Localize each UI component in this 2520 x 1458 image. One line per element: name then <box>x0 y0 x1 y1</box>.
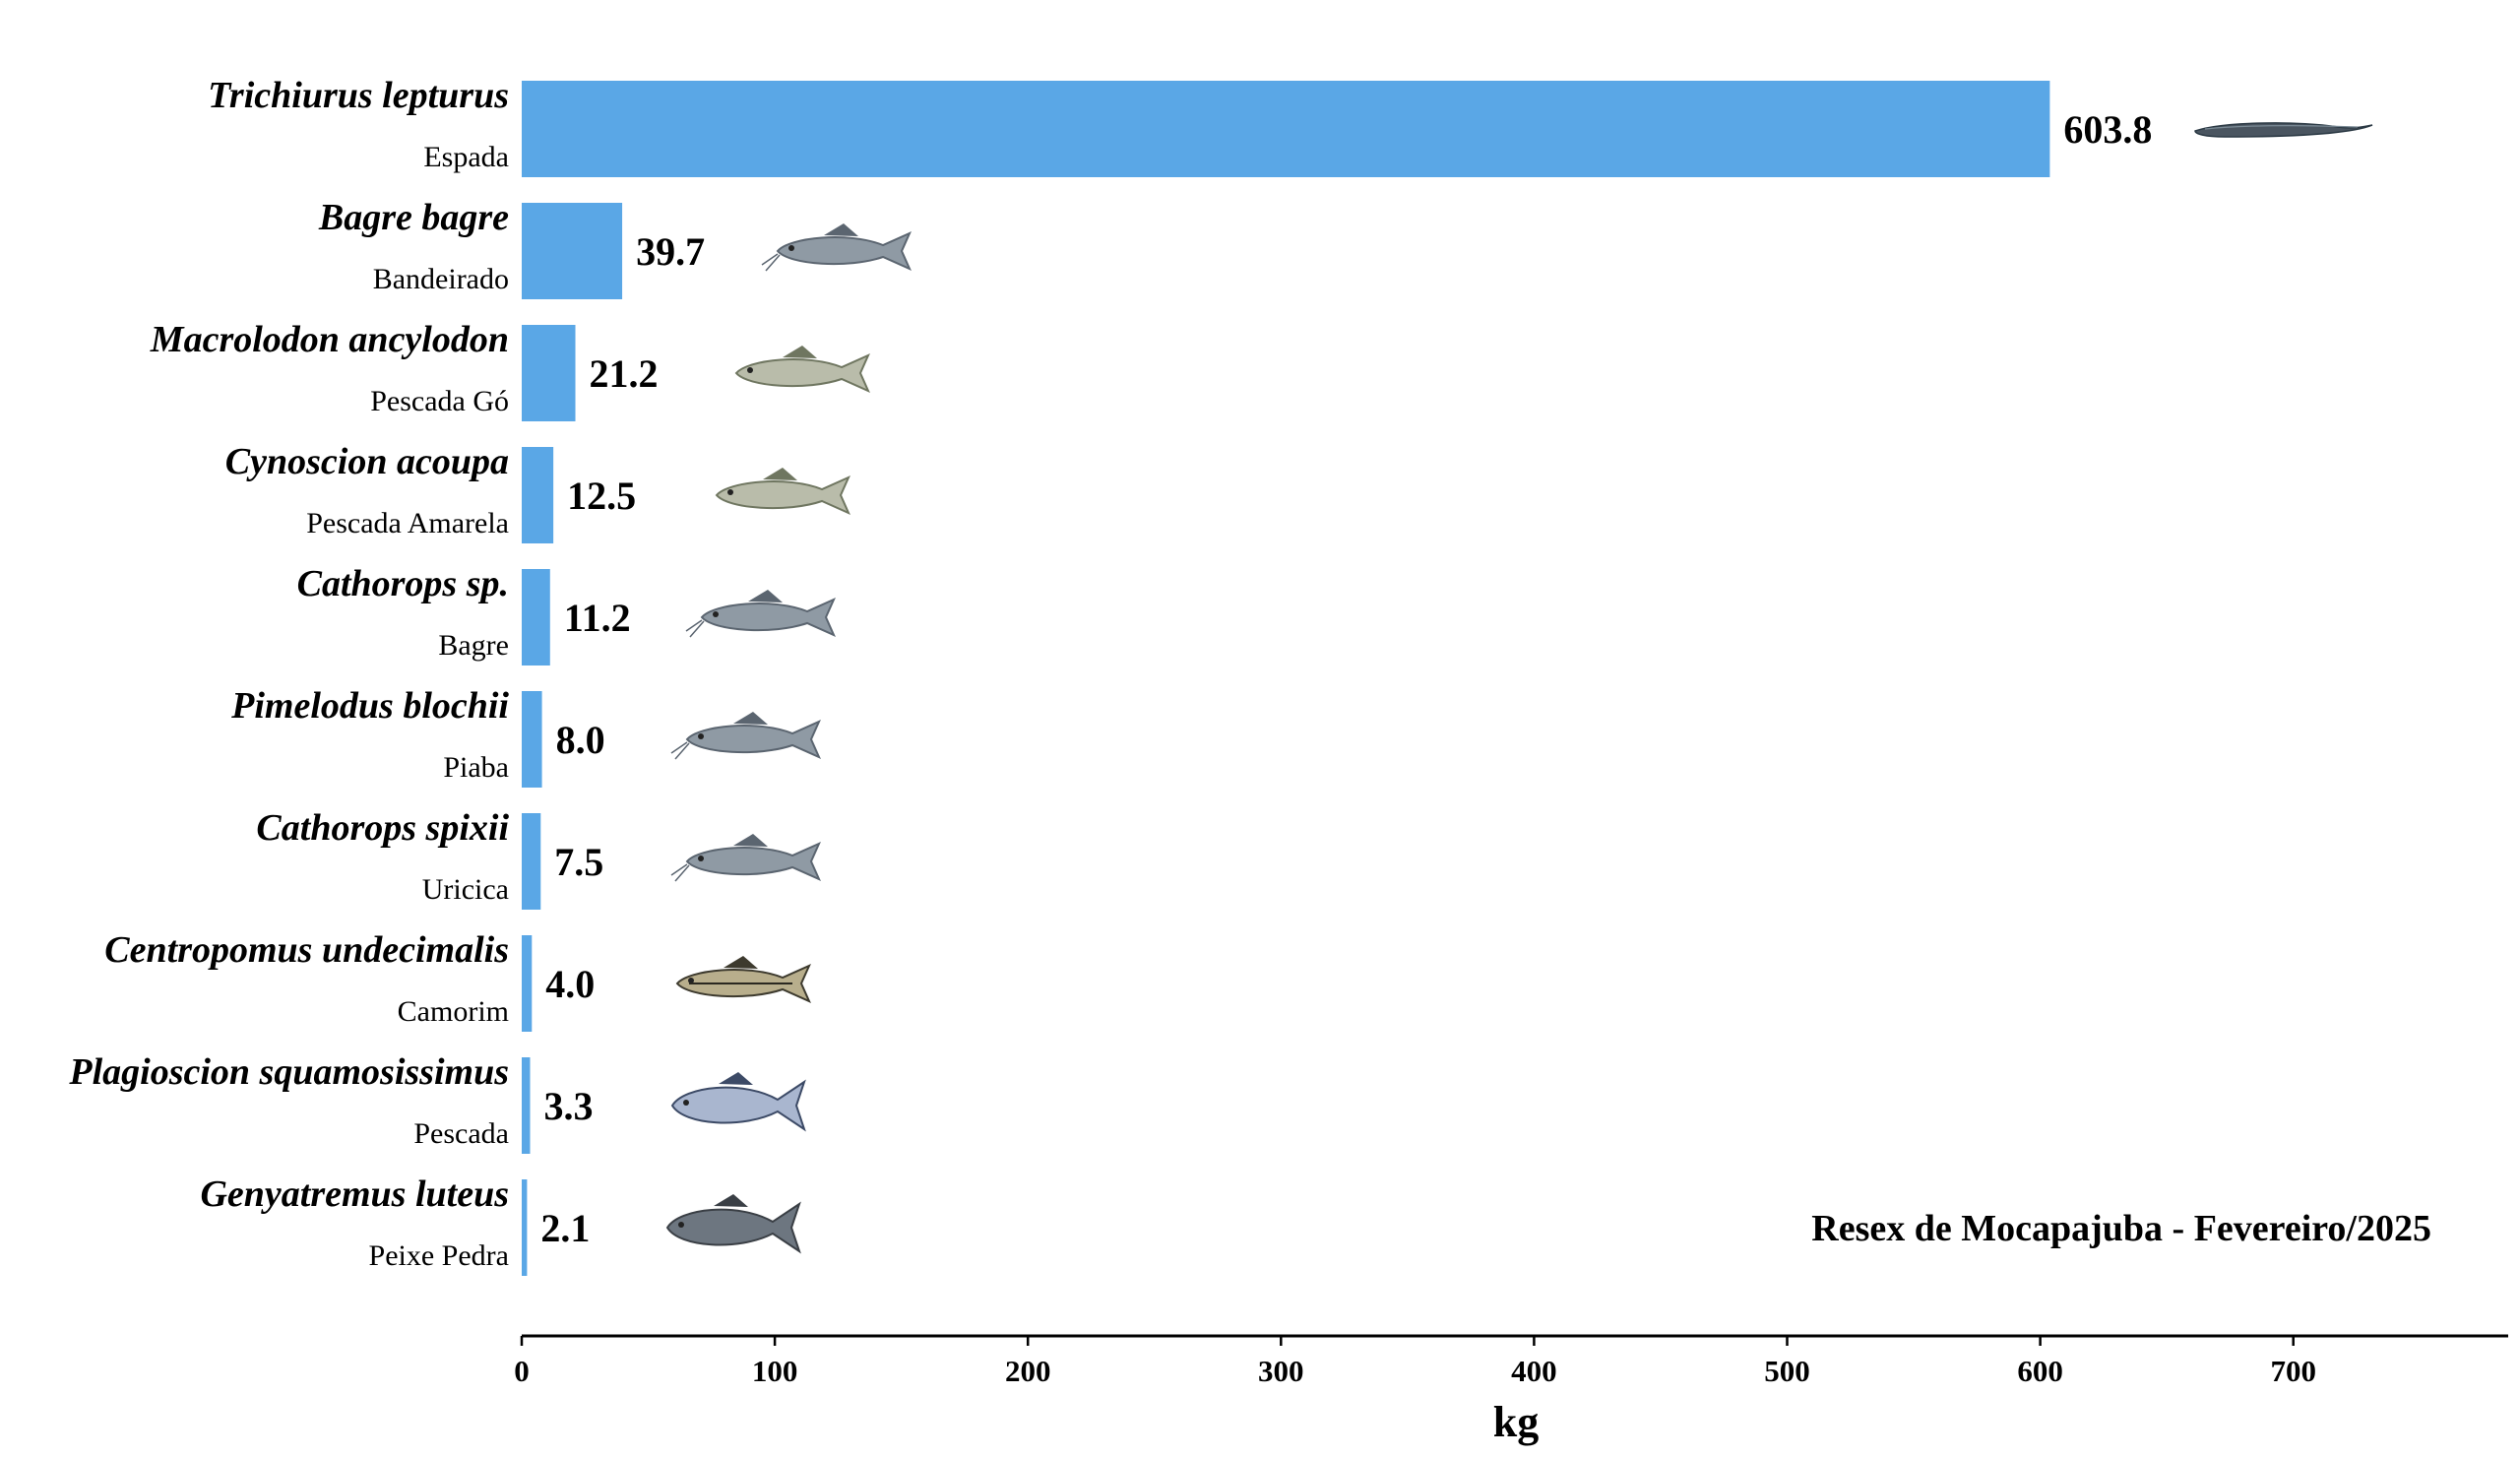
x-tick-label-6: 600 <box>2017 1354 2063 1388</box>
bar-0 <box>522 81 2050 177</box>
value-label-0: 603.8 <box>2063 107 2152 152</box>
bar-9 <box>522 1179 528 1276</box>
scientific-name-1: Bagre bagre <box>318 197 509 238</box>
bar-4 <box>522 569 550 666</box>
catfish-5-icon <box>670 712 821 760</box>
value-label-8: 3.3 <box>543 1084 593 1128</box>
common-name-0: Espada <box>423 141 509 173</box>
value-label-7: 4.0 <box>545 962 595 1006</box>
x-tick-label-0: 0 <box>514 1354 530 1388</box>
value-label-9: 2.1 <box>540 1206 590 1250</box>
x-tick-label-3: 300 <box>1258 1354 1304 1388</box>
chart-annotation: Resex de Mocapajuba - Fevereiro/2025 <box>1811 1208 2431 1249</box>
common-name-4: Bagre <box>438 629 509 662</box>
value-label-2: 21.2 <box>590 351 659 396</box>
snook-7-icon <box>675 956 811 1003</box>
common-name-9: Peixe Pedra <box>369 1239 509 1272</box>
scientific-name-9: Genyatremus luteus <box>200 1173 509 1215</box>
scientific-name-7: Centropomus undecimalis <box>104 929 509 971</box>
bar-6 <box>522 813 541 910</box>
common-name-7: Camorim <box>398 995 509 1028</box>
bar-1 <box>522 203 623 299</box>
bar-3 <box>522 447 554 543</box>
cutlassfish-0-icon <box>2194 122 2373 138</box>
scientific-name-2: Macrolodon ancylodon <box>150 319 509 360</box>
common-name-3: Pescada Amarela <box>306 507 509 539</box>
bar-7 <box>522 935 533 1032</box>
catfish-6-icon <box>670 834 821 882</box>
value-label-1: 39.7 <box>636 229 705 274</box>
x-tick-label-1: 100 <box>752 1354 798 1388</box>
x-axis: 0 100 200 300 400 500 600 700 <box>514 1334 2508 1388</box>
bar-5 <box>522 691 542 788</box>
x-tick-label-7: 700 <box>2270 1354 2316 1388</box>
croaker-8-icon <box>670 1072 806 1132</box>
weakfish-3-icon <box>715 468 850 515</box>
x-tick-label-2: 200 <box>1005 1354 1051 1388</box>
category-labels-group: 603.8 Trichiurus lepturus Espada 39.7 Bagre … <box>68 75 2152 1272</box>
scientific-name-3: Cynoscion acoupa <box>225 441 509 482</box>
value-label-5: 8.0 <box>556 718 605 762</box>
value-label-6: 7.5 <box>554 840 603 884</box>
scientific-name-5: Pimelodus blochii <box>230 685 509 727</box>
catfish-1-icon <box>761 223 912 272</box>
scientific-name-8: Plagioscion squamosissimus <box>68 1051 509 1093</box>
value-label-3: 12.5 <box>567 474 636 518</box>
x-tick-label-4: 400 <box>1511 1354 1557 1388</box>
common-name-5: Piaba <box>443 751 509 784</box>
common-name-1: Bandeirado <box>373 263 509 295</box>
x-axis-label: kg <box>1493 1398 1539 1446</box>
scientific-name-6: Cathorops spixii <box>256 807 509 849</box>
scientific-name-0: Trichiurus lepturus <box>208 75 509 116</box>
grunt-9-icon <box>665 1194 801 1254</box>
x-tick-label-5: 500 <box>1764 1354 1810 1388</box>
weakfish-2-icon <box>734 346 870 393</box>
bar-8 <box>522 1057 531 1154</box>
scientific-name-4: Cathorops sp. <box>297 563 509 604</box>
common-name-8: Pescada <box>413 1117 509 1150</box>
value-label-4: 11.2 <box>564 596 631 640</box>
bars-group <box>522 81 2050 1276</box>
catfish-4-icon <box>685 590 836 638</box>
common-name-6: Uricica <box>422 873 509 906</box>
common-name-2: Pescada Gó <box>370 385 509 417</box>
bar-2 <box>522 325 576 421</box>
fish-icons-group <box>665 122 2373 1254</box>
